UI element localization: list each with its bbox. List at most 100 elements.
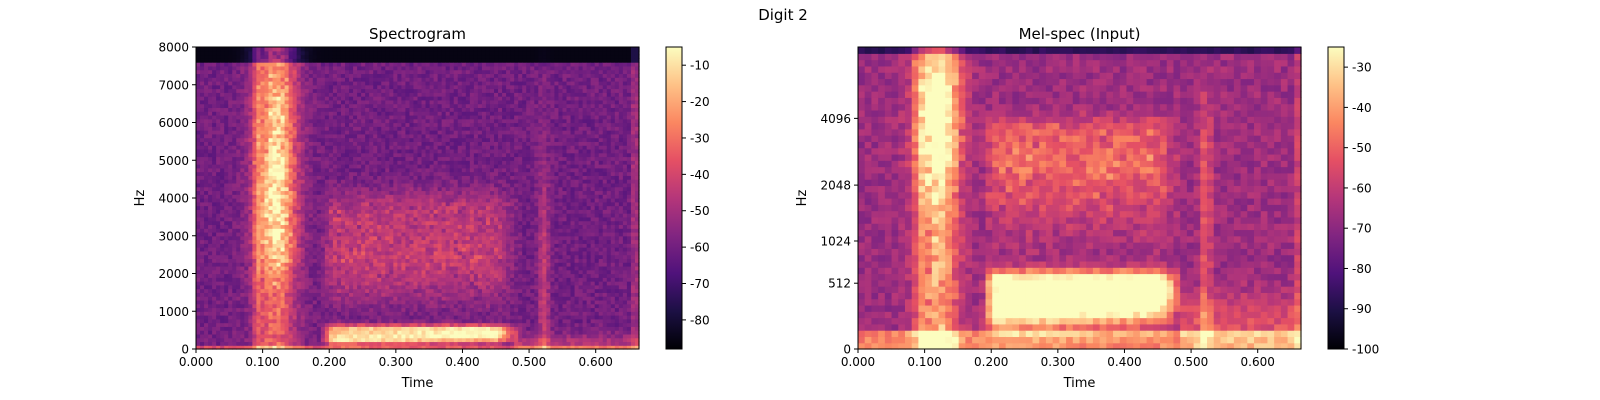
- plot1-heatmap-cell: [296, 247, 302, 252]
- plot1-heatmap-cell: [240, 262, 245, 267]
- plot1-heatmap-cell: [357, 99, 362, 105]
- plot1-heatmap-cell: [228, 341, 233, 346]
- plot1-heatmap-cell: [224, 254, 229, 260]
- plot1-heatmap-cell: [204, 292, 209, 297]
- plot1-heatmap-cell: [220, 80, 225, 86]
- plot1-heatmap-cell: [433, 99, 439, 105]
- plot1-heatmap-cell: [204, 198, 209, 203]
- plot1-heatmap-cell: [445, 292, 451, 297]
- plot1-heatmap-cell: [280, 315, 286, 320]
- plot1-heatmap-cell: [264, 224, 270, 229]
- plot1-heatmap-cell: [421, 130, 427, 135]
- plot1-heatmap-cell: [437, 247, 443, 252]
- plot1-heatmap-cell: [393, 160, 398, 165]
- plot1-heatmap-cell: [401, 201, 407, 207]
- plot1-heatmap-cell: [300, 167, 306, 173]
- plot1-heatmap-cell: [425, 118, 431, 124]
- plot1-heatmap-cell: [224, 47, 229, 52]
- plot1-heatmap-cell: [425, 231, 431, 237]
- plot1-heatmap-cell: [345, 254, 350, 260]
- plot1-heatmap-cell: [345, 92, 350, 97]
- plot1-heatmap-cell: [236, 182, 241, 188]
- plot1-heatmap-cell: [212, 205, 217, 210]
- plot1-heatmap-cell: [292, 141, 298, 146]
- plot1-heatmap-cell: [413, 50, 419, 56]
- plot1-heatmap-cell: [272, 186, 278, 192]
- plot1-heatmap-cell: [373, 152, 378, 158]
- plot1-heatmap-cell: [381, 341, 386, 346]
- plot1-heatmap-cell: [288, 77, 294, 82]
- plot1-heatmap-cell: [445, 330, 451, 335]
- plot1-heatmap-cell: [200, 156, 205, 161]
- plot1-heatmap-cell: [349, 239, 354, 244]
- plot1-heatmap-cell: [401, 107, 407, 112]
- plot1-heatmap-cell: [413, 145, 419, 150]
- plot1-heatmap-cell: [365, 160, 370, 165]
- plot1-heatmap-cell: [393, 65, 398, 71]
- plot1-heatmap-cell: [421, 111, 427, 116]
- plot1-heatmap-cell: [409, 201, 415, 207]
- plot1-heatmap-cell: [353, 326, 358, 331]
- plot1-heatmap-cell: [224, 122, 229, 127]
- plot1-heatmap-cell: [196, 303, 201, 309]
- plot1-heatmap-cell: [300, 315, 306, 320]
- plot1-heatmap-cell: [349, 281, 354, 286]
- plot1-heatmap-cell: [328, 84, 334, 90]
- plot1-heatmap-cell: [353, 148, 358, 154]
- plot1-heatmap-cell: [272, 156, 278, 161]
- plot1-heatmap-cell: [381, 258, 386, 263]
- plot1-heatmap-cell: [216, 122, 221, 127]
- plot1-heatmap-cell: [200, 167, 205, 173]
- plot1-heatmap-cell: [369, 284, 374, 290]
- plot1-heatmap-cell: [264, 209, 270, 214]
- plot1-heatmap-cell: [280, 299, 286, 305]
- plot1-heatmap-cell: [236, 281, 241, 286]
- plot1-heatmap-cell: [324, 311, 330, 316]
- plot1-heatmap-cell: [248, 96, 253, 101]
- plot1-heatmap-cell: [369, 118, 374, 124]
- plot1-heatmap-cell: [212, 156, 217, 161]
- plot1-heatmap-cell: [284, 216, 290, 222]
- plot1-heatmap-cell: [353, 322, 358, 327]
- plot1-heatmap-cell: [353, 239, 358, 244]
- plot1-heatmap-cell: [204, 250, 209, 256]
- plot1-heatmap-cell: [357, 190, 362, 195]
- plot1-heatmap-cell: [437, 337, 443, 343]
- plot1-heatmap-cell: [437, 171, 443, 176]
- plot1-heatmap-cell: [256, 96, 262, 101]
- plot1-heatmap-cell: [365, 247, 370, 252]
- plot1-heatmap-cell: [280, 231, 286, 237]
- plot1-heatmap-cell: [405, 65, 411, 71]
- plot1-heatmap-cell: [216, 54, 221, 59]
- plot1-heatmap-cell: [300, 216, 306, 222]
- plot1-heatmap-cell: [232, 224, 237, 229]
- plot1-heatmap-cell: [196, 326, 201, 331]
- plot1-heatmap-cell: [216, 47, 221, 52]
- plot1-heatmap-cell: [340, 62, 346, 67]
- plot1-heatmap-cell: [365, 281, 370, 286]
- plot1-heatmap-cell: [232, 288, 237, 293]
- plot1-heatmap-cell: [437, 318, 443, 324]
- plot1-heatmap-cell: [292, 315, 298, 320]
- plot1-heatmap-cell: [284, 69, 290, 75]
- plot1-heatmap-cell: [300, 322, 306, 327]
- plot1-heatmap-cell: [349, 224, 354, 229]
- plot1-heatmap-cell: [401, 231, 407, 237]
- plot1-heatmap-cell: [393, 73, 398, 78]
- plot1-heatmap-cell: [445, 269, 451, 275]
- plot1-heatmap-cell: [252, 92, 258, 97]
- plot1-heatmap-cell: [268, 58, 274, 63]
- plot1-heatmap-cell: [288, 167, 294, 173]
- plot1-heatmap-cell: [232, 141, 237, 146]
- plot1-heatmap-cell: [336, 269, 342, 275]
- plot1-heatmap-cell: [345, 80, 350, 86]
- plot1-heatmap-cell: [425, 73, 431, 78]
- plot1-heatmap-cell: [405, 175, 411, 180]
- plot1-heatmap-cell: [208, 80, 213, 86]
- plot1-heatmap-cell: [196, 182, 201, 188]
- plot1-heatmap-cell: [280, 58, 286, 63]
- plot1-heatmap-cell: [216, 250, 221, 256]
- plot1-heatmap-cell: [272, 341, 278, 346]
- plot1-heatmap-cell: [316, 130, 322, 135]
- plot1-heatmap-cell: [292, 277, 298, 282]
